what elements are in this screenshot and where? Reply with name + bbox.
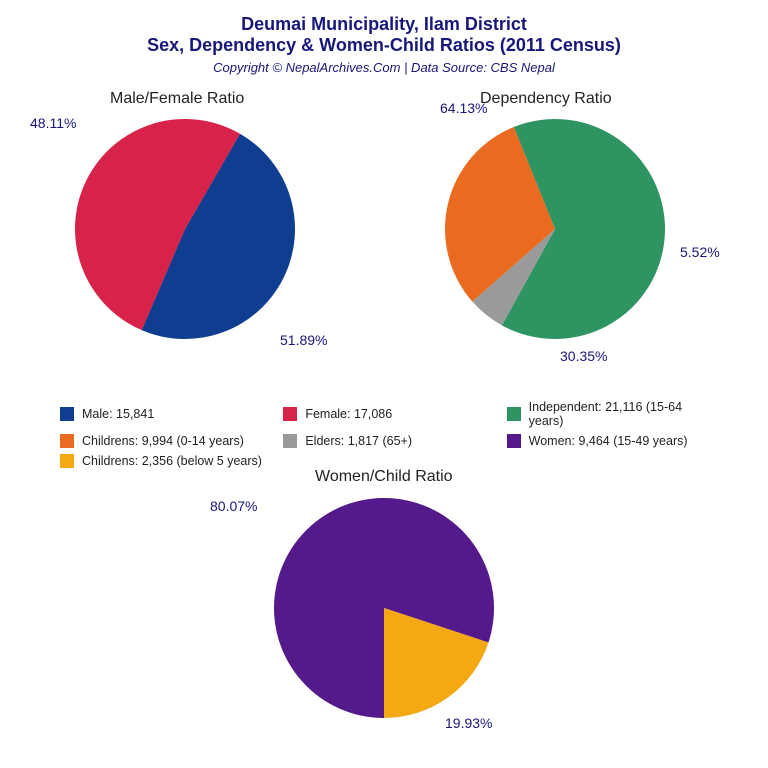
legend-item: Women: 9,464 (15-49 years) [507,434,720,448]
title-line1: Deumai Municipality, Ilam District [0,14,768,35]
pct-label-women: 80.07% [210,498,257,514]
legend-swatch [507,407,521,421]
legend-item: Independent: 21,116 (15-64 years) [507,400,720,428]
pie-dependency [445,119,665,339]
legend-label: Female: 17,086 [305,407,392,421]
pie-sex [75,119,295,339]
legend-item: Childrens: 2,356 (below 5 years) [60,454,273,468]
legend-swatch [283,434,297,448]
legend-label: Independent: 21,116 (15-64 years) [529,400,720,428]
subtitle: Copyright © NepalArchives.Com | Data Sou… [0,60,768,75]
title-block: Deumai Municipality, Ilam District Sex, … [0,0,768,75]
legend-item: Childrens: 9,994 (0-14 years) [60,434,273,448]
chart-title-womenchild: Women/Child Ratio [315,468,453,486]
chart-title-sex: Male/Female Ratio [110,90,244,108]
pct-label-female: 51.89% [280,332,327,348]
chart-title-dependency: Dependency Ratio [480,90,612,108]
pct-label-independent: 64.13% [440,100,487,116]
legend-label: Women: 9,464 (15-49 years) [529,434,688,448]
legend-item: Female: 17,086 [283,400,496,428]
legend-swatch [60,434,74,448]
pie-womenchild [274,498,494,718]
title-line2: Sex, Dependency & Women-Child Ratios (20… [0,35,768,56]
pct-label-male: 48.11% [30,115,76,131]
legend-label: Childrens: 9,994 (0-14 years) [82,434,244,448]
legend-item: Male: 15,841 [60,400,273,428]
legend-swatch [507,434,521,448]
legend-item: Elders: 1,817 (65+) [283,434,496,448]
pct-label-childrens_below5: 19.93% [445,715,492,731]
legend: Male: 15,841 Female: 17,086 Independent: 2… [60,400,720,468]
pct-label-childrens: 30.35% [560,348,607,364]
pct-label-elders: 5.52% [680,244,720,260]
legend-swatch [60,407,74,421]
legend-label: Elders: 1,817 (65+) [305,434,412,448]
legend-swatch [283,407,297,421]
legend-label: Childrens: 2,356 (below 5 years) [82,454,262,468]
legend-label: Male: 15,841 [82,407,154,421]
legend-swatch [60,454,74,468]
